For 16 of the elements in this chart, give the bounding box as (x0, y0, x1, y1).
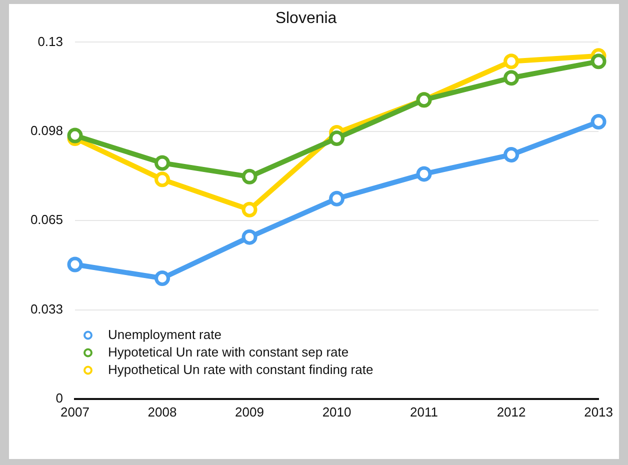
y-tick-label: 0 (56, 390, 63, 406)
x-tick-label: 2007 (60, 404, 90, 420)
x-tick-label: 2008 (148, 404, 177, 420)
x-tick-label: 2010 (322, 404, 352, 420)
chart-title: Slovenia (275, 10, 337, 28)
x-tick-label: 2012 (496, 404, 526, 420)
y-tick-label: 0.033 (30, 301, 63, 316)
y-tick-label: 0.13 (38, 34, 63, 49)
y-tick-label: 0.065 (30, 212, 63, 228)
x-tick-label: 2011 (410, 404, 438, 420)
x-tick-label: 2009 (235, 404, 264, 420)
legend-label: Hypothetical Un rate with constant finding rate (108, 362, 374, 377)
y-tick-label: 0.098 (30, 122, 63, 138)
x-tick-label: 2013 (584, 404, 613, 420)
legend-label: Unemployment rate (108, 326, 222, 342)
legend-label: Hypotetical Un rate with constant sep rate (108, 344, 349, 360)
